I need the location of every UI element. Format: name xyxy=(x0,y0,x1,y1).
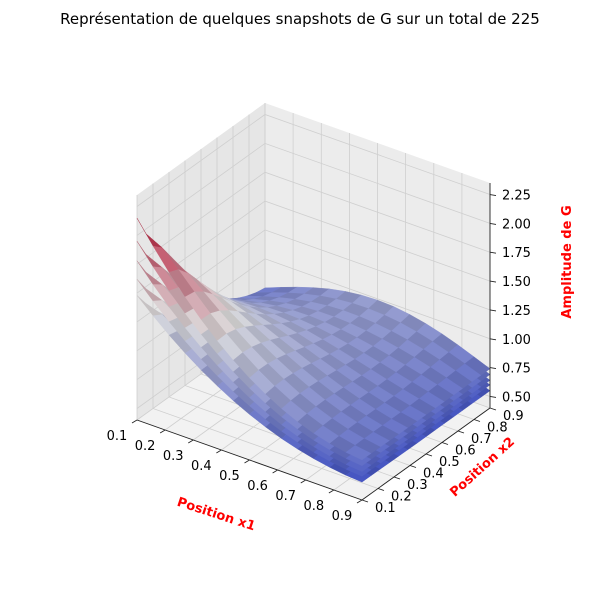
y-tick-label: 0.9 xyxy=(503,409,524,424)
z-tick-mark xyxy=(489,367,497,370)
surface-snapshot xyxy=(136,217,491,461)
y-tick-label: 0.4 xyxy=(423,467,444,482)
x-tick-label: 0.9 xyxy=(332,509,353,524)
y-tick-mark xyxy=(361,499,369,503)
x-tick-label: 0.6 xyxy=(247,479,268,494)
z-tick-mark xyxy=(489,222,497,225)
grid-line-z xyxy=(136,171,491,265)
z-tick-label: 2.25 xyxy=(502,189,531,204)
chart-title: Représentation de quelques snapshots de … xyxy=(60,10,540,28)
y-tick-mark xyxy=(473,419,481,422)
y-tick-label: 0.1 xyxy=(375,501,396,516)
x-tick-mark xyxy=(188,439,194,444)
y-tick-mark xyxy=(489,407,497,411)
x-tick-mark xyxy=(300,479,306,484)
x-tick-label: 0.4 xyxy=(191,459,212,474)
x-tick-label: 0.8 xyxy=(304,499,325,514)
x-tick-label: 0.3 xyxy=(163,449,184,464)
x-tick-label: 0.2 xyxy=(135,439,156,454)
x-tick-mark xyxy=(131,419,138,424)
y-tick-mark xyxy=(377,488,385,491)
y-tick-mark xyxy=(441,442,449,445)
x-tick-label: 0.5 xyxy=(219,469,240,484)
z-tick-label: 1.00 xyxy=(502,333,531,348)
z-tick-label: 0.75 xyxy=(502,362,531,377)
z-tick-label: 2.00 xyxy=(502,217,531,232)
x-tick-mark xyxy=(272,469,278,474)
z-tick-label: 0.50 xyxy=(502,390,531,405)
y-tick-label: 0.7 xyxy=(471,432,492,447)
x-tick-mark xyxy=(328,489,335,494)
z-tick-mark xyxy=(489,194,497,196)
x-tick-mark xyxy=(216,449,222,454)
y-tick-mark xyxy=(425,453,433,457)
grid-line-z xyxy=(136,114,491,207)
z-tick-label: 1.50 xyxy=(502,275,531,290)
z-tick-mark xyxy=(489,396,497,398)
y-tick-label: 0.6 xyxy=(455,444,476,459)
y-tick-mark xyxy=(457,430,465,434)
y-tick-mark xyxy=(393,476,401,480)
grid-line-z xyxy=(136,142,491,236)
z-tick-label: 1.75 xyxy=(502,246,531,261)
x-tick-label: 0.1 xyxy=(107,429,128,444)
surface-facet xyxy=(345,445,372,461)
z-axis-label: Amplitude de G xyxy=(560,205,575,318)
z-tick-mark xyxy=(489,280,497,283)
y-tick-label: 0.3 xyxy=(407,478,428,493)
y-tick-label: 0.5 xyxy=(439,455,460,470)
surface-snapshots xyxy=(136,217,491,483)
x-tick-label: 0.7 xyxy=(275,489,296,504)
z-tick-mark xyxy=(489,251,497,254)
x-tick-mark xyxy=(159,429,166,434)
x-tick-mark xyxy=(244,459,250,464)
z-tick-mark xyxy=(489,338,497,341)
z-tick-mark xyxy=(489,309,497,312)
y-tick-label: 0.2 xyxy=(391,490,412,505)
grid-line-z xyxy=(136,200,491,294)
z-tick-label: 1.25 xyxy=(502,304,531,319)
tick-labels: 0.10.20.30.40.50.60.70.80.90.10.20.30.40… xyxy=(107,189,531,524)
grid-line-y xyxy=(152,183,379,489)
x-axis-label: Position x1 xyxy=(175,495,257,534)
y-tick-mark xyxy=(409,465,417,468)
y-tick-label: 0.8 xyxy=(487,421,508,436)
x-tick-mark xyxy=(356,499,363,504)
